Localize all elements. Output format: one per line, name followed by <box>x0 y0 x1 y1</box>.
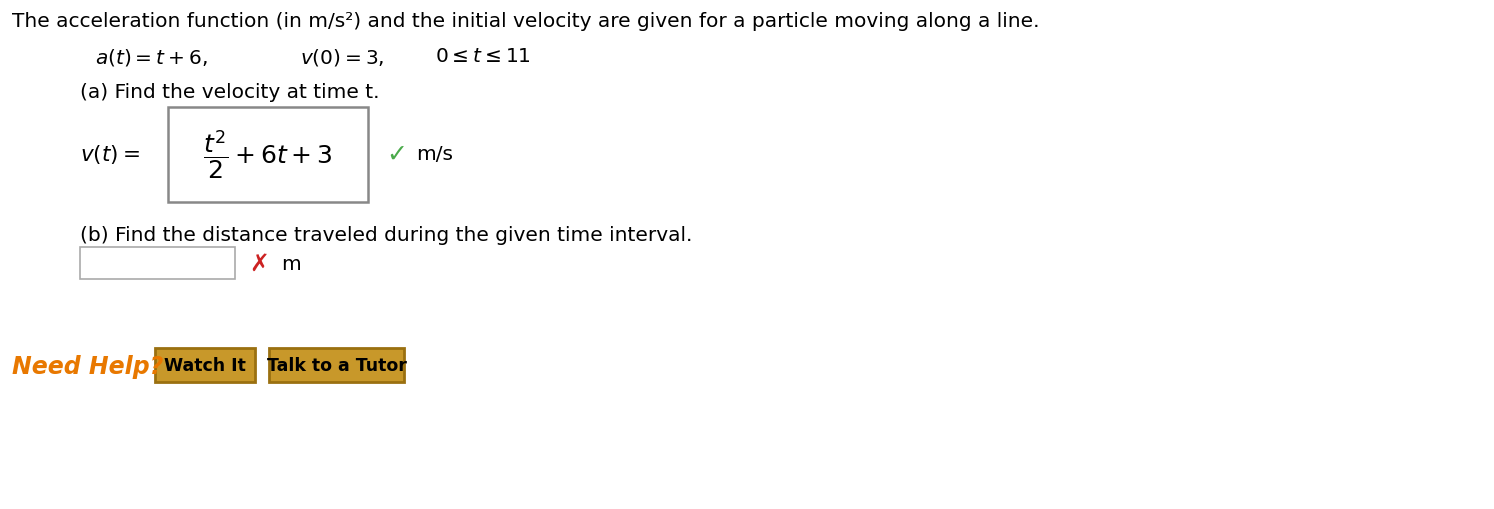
Text: $\dfrac{t^2}{2} + 6t + 3$: $\dfrac{t^2}{2} + 6t + 3$ <box>203 128 333 181</box>
FancyBboxPatch shape <box>167 107 368 202</box>
Text: The acceleration function (in m/s²) and the initial velocity are given for a par: The acceleration function (in m/s²) and … <box>12 12 1040 31</box>
Text: $a(t) = t + 6,$: $a(t) = t + 6,$ <box>96 47 208 68</box>
Text: (a) Find the velocity at time t.: (a) Find the velocity at time t. <box>81 83 379 102</box>
Text: ✗: ✗ <box>249 251 269 275</box>
Text: $v(0) = 3,$: $v(0) = 3,$ <box>300 47 384 68</box>
Text: $v(t) =$: $v(t) =$ <box>81 143 140 166</box>
Text: ✓: ✓ <box>385 143 406 166</box>
Text: m/s: m/s <box>415 145 453 164</box>
Text: $0 \leq t \leq 11$: $0 \leq t \leq 11$ <box>435 47 530 66</box>
FancyBboxPatch shape <box>155 348 255 382</box>
FancyBboxPatch shape <box>81 247 235 279</box>
FancyBboxPatch shape <box>269 348 403 382</box>
Text: Watch It: Watch It <box>164 356 247 374</box>
Text: Need Help?: Need Help? <box>12 354 163 378</box>
Text: m: m <box>281 254 300 273</box>
Text: (b) Find the distance traveled during the given time interval.: (b) Find the distance traveled during th… <box>81 225 692 244</box>
Text: Talk to a Tutor: Talk to a Tutor <box>266 356 406 374</box>
